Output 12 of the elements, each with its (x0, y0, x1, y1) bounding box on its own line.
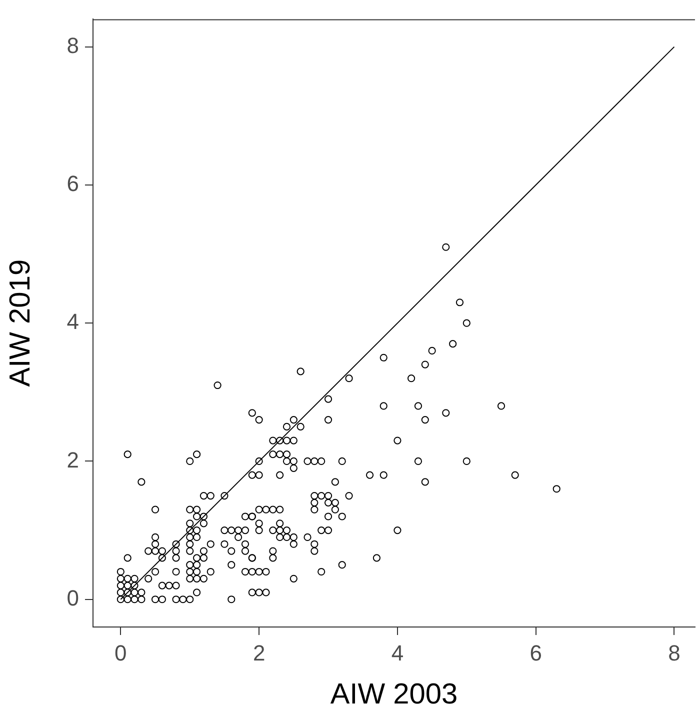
y-tick-label: 2 (66, 447, 79, 472)
y-axis-title: AIW 2019 (4, 259, 36, 387)
y-tick-label: 4 (66, 309, 79, 334)
x-tick-label: 2 (252, 640, 266, 666)
x-tick-label: 6 (530, 640, 542, 666)
x-axis-title: AIW 2003 (330, 678, 458, 711)
y-tick-label: 6 (66, 171, 79, 196)
y-tick-label: 8 (66, 32, 79, 58)
x-tick-label: 8 (668, 640, 680, 666)
x-tick-label: 0 (114, 640, 127, 666)
y-tick-label: 0 (66, 585, 79, 610)
x-tick-label: 4 (391, 640, 404, 666)
